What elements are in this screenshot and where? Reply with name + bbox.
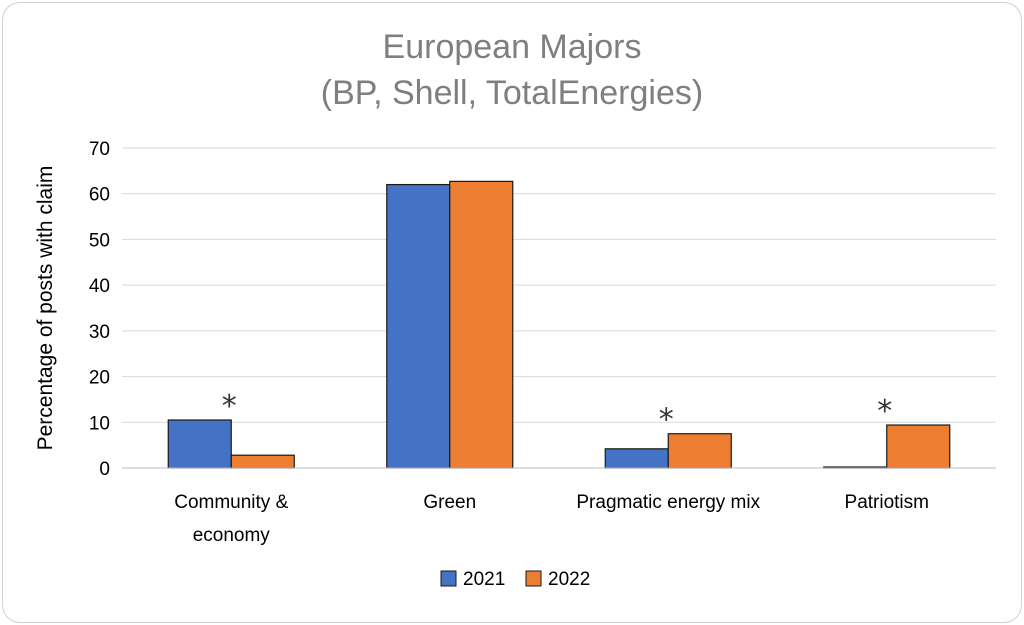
- significance-markers: * * *: [222, 389, 893, 438]
- chart-title: European Majors: [383, 28, 642, 66]
- chart-subtitle: (BP, Shell, TotalEnergies): [321, 74, 703, 112]
- significance-star: *: [222, 389, 237, 424]
- x-category-label: economy: [193, 525, 271, 546]
- x-category-label: Patriotism: [845, 492, 929, 513]
- y-tick-label: 20: [89, 368, 110, 389]
- y-tick-label: 10: [89, 413, 110, 434]
- y-tick-label: 30: [89, 322, 110, 343]
- legend-swatch-2022: [525, 570, 542, 587]
- legend: 2021 2022: [440, 569, 590, 590]
- y-tick-label: 0: [99, 459, 110, 480]
- bar-2021-2: [604, 448, 669, 469]
- bar-2021-0: [167, 419, 232, 469]
- x-category-label: Pragmatic energy mix: [576, 492, 760, 513]
- bar-2022-1: [449, 180, 514, 469]
- y-tick-label: 70: [89, 139, 110, 160]
- bar-2022-0: [230, 454, 295, 469]
- x-axis-categories: Community & economy Green Pragmatic energy …: [174, 492, 929, 546]
- bar-2022-2: [667, 433, 732, 469]
- significance-star: *: [877, 394, 892, 429]
- legend-swatch-2021: [440, 570, 457, 587]
- y-tick-label: 40: [89, 276, 110, 297]
- significance-star: *: [659, 403, 674, 438]
- y-axis-ticks: 0 10 20 30 40 50 60 70: [89, 139, 110, 480]
- bar-2021-1: [386, 183, 451, 469]
- legend-label: 2022: [548, 569, 590, 590]
- bar-2022-3: [886, 424, 951, 469]
- legend-label: 2021: [463, 569, 505, 590]
- y-axis-title: Percentage of posts with claim: [34, 166, 57, 451]
- gridlines: [122, 147, 996, 423]
- x-category-label: Community &: [174, 492, 288, 513]
- y-tick-label: 50: [89, 230, 110, 251]
- x-category-label: Green: [423, 492, 476, 513]
- bars: [167, 180, 951, 469]
- y-tick-label: 60: [89, 185, 110, 206]
